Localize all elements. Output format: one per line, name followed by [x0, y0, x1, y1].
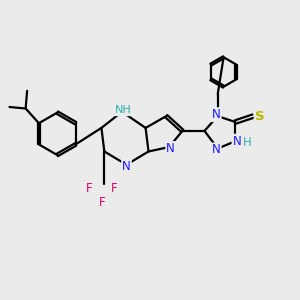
- Text: N: N: [212, 108, 220, 121]
- Text: N: N: [212, 143, 220, 157]
- Text: F: F: [86, 182, 93, 195]
- Text: F: F: [99, 196, 106, 209]
- Text: N: N: [166, 142, 175, 155]
- Text: S: S: [255, 110, 264, 123]
- Text: N: N: [122, 160, 131, 173]
- Text: H: H: [243, 136, 251, 149]
- Text: N: N: [232, 135, 241, 148]
- Text: NH: NH: [115, 105, 132, 115]
- Text: F: F: [111, 182, 118, 195]
